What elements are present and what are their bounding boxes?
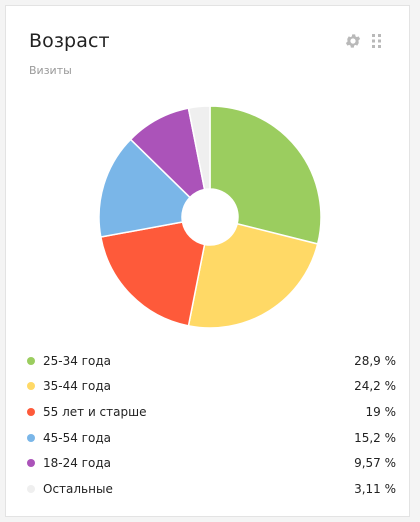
legend-value: 15,2 % (354, 430, 396, 445)
legend-color-dot (27, 459, 35, 468)
legend-label: 45-54 года (43, 430, 111, 445)
legend-color-dot (27, 433, 35, 442)
legend-value: 28,9 % (354, 353, 396, 368)
legend-value: 24,2 % (354, 379, 396, 394)
age-widget: Возраст Визиты 25-34 года 28,9 % 35-44 год… (5, 5, 410, 517)
legend-color-dot (27, 382, 35, 391)
age-donut-chart (98, 105, 322, 329)
legend-value: 9,57 % (354, 456, 396, 471)
pie-slice-1[interactable] (209, 105, 322, 245)
widget-title: Возраст (29, 30, 110, 52)
legend-value: 3,11 % (354, 481, 396, 496)
pie-slice-3[interactable] (99, 221, 206, 327)
legend-color-dot (27, 407, 35, 416)
pie-slice-6[interactable] (187, 105, 211, 191)
drag-handle[interactable] (370, 33, 384, 49)
drag-handle-icon (372, 34, 381, 48)
legend-color-dot (27, 356, 35, 365)
legend-item[interactable]: 18-24 года 9,57 % (24, 450, 396, 476)
legend-label: 25-34 года (43, 353, 111, 368)
legend-item[interactable]: 35-44 года 24,2 % (24, 374, 396, 400)
legend-color-dot (27, 484, 35, 493)
legend-item[interactable]: 55 лет и старше 19 % (24, 399, 396, 425)
pie-slice-4[interactable] (98, 138, 192, 238)
legend-label: 35-44 года (43, 379, 111, 394)
chart-legend: 25-34 года 28,9 % 35-44 года 24,2 % 55 лет и… (24, 348, 396, 502)
legend-item[interactable]: 45-54 года 15,2 % (24, 425, 396, 451)
legend-item[interactable]: 25-34 года 28,9 % (24, 348, 396, 374)
settings-button[interactable] (343, 31, 363, 51)
legend-item[interactable]: Остальные 3,11 % (24, 476, 396, 502)
gear-icon (345, 34, 361, 48)
legend-label: Остальные (43, 481, 113, 496)
pie-slice-2[interactable] (187, 222, 319, 329)
legend-label: 18-24 года (43, 456, 111, 471)
legend-label: 55 лет и старше (43, 404, 147, 419)
legend-value: 19 % (365, 404, 397, 419)
widget-subtitle: Визиты (29, 64, 72, 77)
